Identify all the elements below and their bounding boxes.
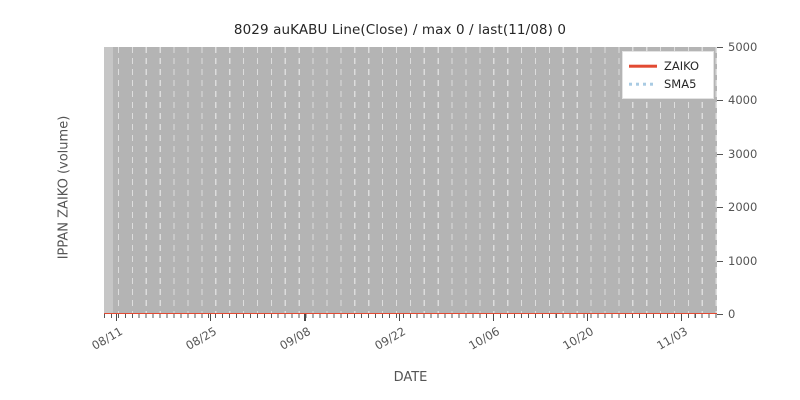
x-tick-mark <box>587 314 589 321</box>
y-tick-text: 2000 <box>728 200 758 215</box>
y-tick-label: 3000 <box>717 147 757 161</box>
y-tick-label: 4000 <box>717 93 757 107</box>
legend-entry-sma5[interactable]: SMA5 <box>629 75 707 93</box>
x-tick-label: 09/08 <box>277 324 314 353</box>
vertical-gridlines <box>104 47 717 314</box>
x-tick-label: 10/06 <box>466 324 502 353</box>
y-tick-mark <box>717 207 723 209</box>
y-tick-label: 1000 <box>717 254 757 268</box>
y-tick-label: 2000 <box>717 200 757 214</box>
legend-entry-zaiko[interactable]: ZAIKO <box>629 57 707 75</box>
x-tick-mark <box>492 314 494 321</box>
y-tick-mark <box>717 313 723 316</box>
chart-title: 8029 auKABU Line(Close) / max 0 / last(1… <box>233 22 567 38</box>
chart-legend: ZAIKO SMA5 <box>622 51 714 99</box>
legend-dotted-swatch-icon <box>629 78 657 90</box>
y-tick-text: 1000 <box>728 253 758 268</box>
y-tick-mark <box>717 260 723 262</box>
y-tick-mark <box>717 153 723 155</box>
y-tick-text: 0 <box>728 307 736 321</box>
y-tick-text: 4000 <box>728 93 758 108</box>
y-tick-text: 5000 <box>728 40 758 54</box>
x-tick-mark <box>210 314 212 321</box>
x-tick-mark <box>304 314 306 321</box>
x-tick-label: 11/03 <box>654 324 691 353</box>
x-tick-mark <box>681 314 683 321</box>
y-axis-label: IPPAN ZAIKO (volume) <box>56 115 72 260</box>
x-tick-label: 09/22 <box>371 324 408 353</box>
plot-left-margin-band <box>104 47 113 314</box>
y-tick-label: 0 <box>717 307 735 321</box>
y-tick-label: 5000 <box>717 40 757 54</box>
x-tick-label: 10/20 <box>560 324 596 353</box>
y-tick-mark <box>717 46 723 49</box>
x-axis-minor-ticks <box>104 314 717 318</box>
x-tick-mark <box>398 314 400 321</box>
legend-label-sma5: SMA5 <box>664 77 697 91</box>
x-tick-label: 08/25 <box>183 324 220 353</box>
legend-line-swatch-icon <box>629 60 657 72</box>
y-tick-text: 3000 <box>728 146 758 161</box>
series-line-zaiko <box>104 312 717 314</box>
x-tick-mark <box>116 314 118 321</box>
x-axis-label: DATE <box>393 370 428 385</box>
x-tick-label: 08/11 <box>89 324 125 353</box>
plot-area <box>104 47 717 314</box>
y-tick-mark <box>717 100 723 102</box>
legend-label-zaiko: ZAIKO <box>664 59 700 73</box>
